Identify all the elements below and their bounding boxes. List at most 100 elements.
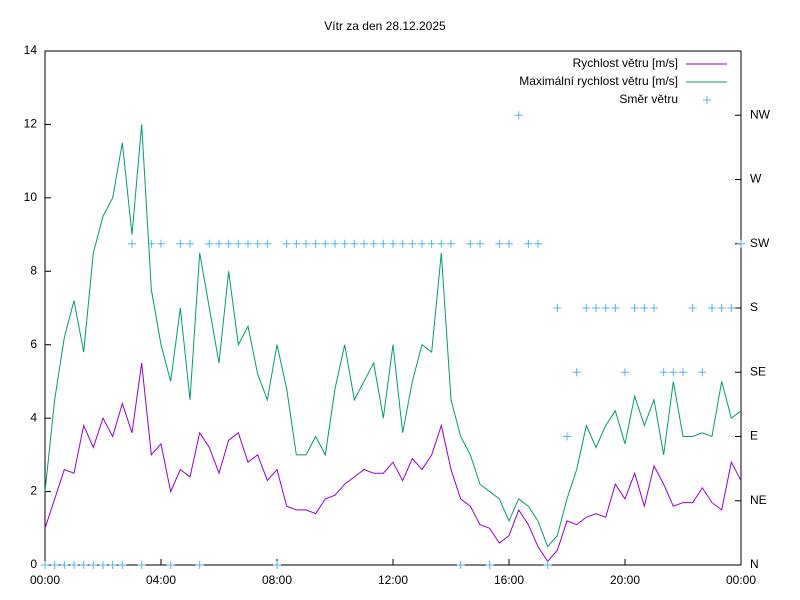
direction-point — [70, 561, 78, 569]
direction-point — [698, 368, 707, 377]
x-tick-label: 08:00 — [262, 573, 292, 587]
direction-point — [737, 239, 745, 248]
series-line — [44, 363, 742, 563]
direction-point — [331, 239, 339, 248]
direction-point — [186, 239, 194, 248]
direction-point — [360, 239, 368, 248]
direction-point — [505, 239, 513, 248]
direction-point — [543, 561, 552, 569]
direction-point — [350, 239, 359, 248]
direction-point — [340, 239, 349, 248]
direction-point — [427, 239, 436, 248]
y2-tick-label: S — [750, 300, 758, 314]
direction-point — [60, 561, 69, 569]
x-tick-label: 04:00 — [146, 573, 176, 587]
direction-point — [379, 239, 388, 248]
direction-point — [282, 239, 291, 248]
y2-tick-label: N — [750, 557, 759, 571]
direction-point — [244, 239, 252, 248]
direction-point — [553, 304, 562, 312]
direction-point — [205, 239, 214, 248]
y2-tick-label: NE — [750, 493, 767, 507]
y-tick-label: 4 — [30, 410, 37, 424]
direction-point — [582, 304, 591, 312]
direction-point — [495, 239, 504, 248]
legend-marker — [703, 96, 711, 104]
x-tick-label: 00:00 — [726, 573, 756, 587]
direction-point — [108, 561, 117, 569]
direction-point — [215, 239, 223, 248]
direction-point — [302, 239, 310, 248]
y2-tick-label: E — [750, 429, 758, 443]
direction-point — [534, 239, 542, 248]
direction-point — [447, 239, 455, 248]
direction-point — [389, 239, 397, 248]
direction-point — [166, 561, 175, 569]
legend-label: Rychlost větru [m/s] — [573, 56, 678, 70]
direction-point — [273, 561, 281, 569]
y2-tick-label: W — [750, 172, 762, 186]
direction-point — [476, 239, 484, 248]
direction-point — [50, 561, 59, 569]
direction-point — [514, 111, 523, 120]
direction-point — [118, 561, 127, 569]
x-tick-label: 16:00 — [494, 573, 524, 587]
direction-point — [611, 304, 620, 312]
direction-point — [621, 368, 629, 377]
y2-tick-label: NW — [750, 107, 771, 121]
direction-point — [253, 239, 262, 248]
direction-point — [524, 239, 533, 248]
direction-point — [311, 239, 320, 248]
x-tick-label: 20:00 — [610, 573, 640, 587]
direction-point — [176, 239, 185, 248]
direction-point — [669, 368, 678, 377]
direction-point — [563, 432, 571, 441]
direction-point — [659, 368, 668, 377]
y-tick-label: 0 — [30, 557, 37, 571]
direction-point — [418, 239, 426, 248]
direction-point — [485, 561, 494, 569]
direction-point — [572, 368, 581, 377]
y-tick-label: 10 — [24, 190, 38, 204]
direction-point — [263, 239, 272, 248]
direction-point — [688, 304, 697, 312]
direction-point — [466, 239, 475, 248]
direction-point — [640, 304, 649, 312]
direction-point — [679, 368, 687, 377]
direction-point — [224, 239, 233, 248]
direction-point — [157, 239, 165, 248]
direction-point — [234, 239, 243, 248]
x-tick-label: 00:00 — [30, 573, 60, 587]
direction-point — [99, 561, 107, 569]
direction-point — [717, 304, 726, 312]
direction-point — [630, 304, 639, 312]
direction-point — [79, 561, 88, 569]
direction-point — [398, 239, 407, 248]
y-tick-label: 6 — [30, 337, 37, 351]
direction-point — [369, 239, 378, 248]
direction-point — [650, 304, 658, 312]
direction-point — [89, 561, 98, 569]
direction-point — [292, 239, 301, 248]
direction-point — [437, 239, 446, 248]
direction-point — [601, 304, 610, 312]
x-tick-label: 12:00 — [378, 573, 408, 587]
legend-label: Směr větru — [619, 92, 678, 106]
direction-point — [708, 304, 716, 312]
direction-point — [128, 239, 136, 248]
legend-label: Maximální rychlost větru [m/s] — [519, 74, 678, 88]
direction-point — [195, 561, 204, 569]
direction-point — [137, 561, 146, 569]
direction-point — [321, 239, 330, 248]
chart-title: Vítr za den 28.12.2025 — [324, 19, 446, 33]
series-line — [44, 124, 742, 548]
direction-point — [727, 304, 736, 312]
y-tick-label: 2 — [30, 484, 37, 498]
direction-point — [408, 239, 417, 248]
y2-tick-label: SE — [750, 364, 766, 378]
direction-point — [592, 304, 600, 312]
y-tick-label: 14 — [24, 43, 38, 57]
direction-point — [147, 239, 156, 248]
